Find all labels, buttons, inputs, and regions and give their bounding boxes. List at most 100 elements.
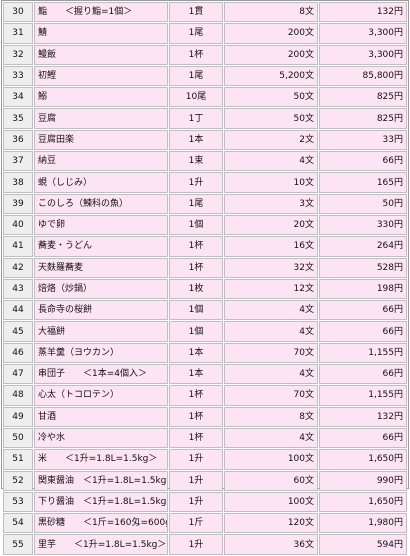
quantity-cell: 1斤 xyxy=(169,513,223,534)
price-mon-cell: 70文 xyxy=(224,342,318,364)
table-row: 41 蕎麦・うどん 1杯 16文 264円 xyxy=(3,236,407,257)
price-mon-cell: 4文 xyxy=(224,427,318,449)
row-number-cell: 41 xyxy=(3,236,33,257)
price-yen-cell: 3,300円 xyxy=(319,23,407,44)
row-number-cell: 33 xyxy=(3,65,33,87)
price-yen-cell: 66円 xyxy=(319,427,407,449)
item-name-cell: 鯖 xyxy=(34,23,168,44)
table-row: 54 黒砂糖 ＜1斤=160匁=600g＞ 1斤 120文 1,980円 xyxy=(3,513,407,534)
table-row: 30 鮨 ＜握り鮨=1個＞ 1貫 8文 132円 xyxy=(3,2,407,23)
price-mon-cell: 50文 xyxy=(224,87,318,108)
quantity-cell: 1個 xyxy=(169,214,223,236)
price-yen-cell: 264円 xyxy=(319,236,407,257)
row-number-cell: 47 xyxy=(3,364,33,385)
price-mon-cell: 70文 xyxy=(224,385,318,406)
quantity-cell: 10尾 xyxy=(169,87,223,108)
item-name-cell: 鰻飯 xyxy=(34,44,168,65)
price-mon-cell: 120文 xyxy=(224,513,318,534)
row-number-cell: 55 xyxy=(3,534,33,555)
row-number-cell: 46 xyxy=(3,342,33,364)
price-mon-cell: 100文 xyxy=(224,491,318,513)
quantity-cell: 1升 xyxy=(169,534,223,555)
table-row: 38 蜆（しじみ） 1升 10文 165円 xyxy=(3,172,407,193)
quantity-cell: 1杯 xyxy=(169,406,223,427)
table-row: 44 長命寺の桜餅 1個 4文 66円 xyxy=(3,300,407,321)
row-number-cell: 32 xyxy=(3,44,33,65)
row-number-cell: 43 xyxy=(3,278,33,300)
price-yen-cell: 198円 xyxy=(319,278,407,300)
table-row: 42 天麩羅蕎麦 1杯 32文 528円 xyxy=(3,257,407,278)
table-row: 33 初鰹 1尾 5,200文 85,800円 xyxy=(3,65,407,87)
row-number-cell: 30 xyxy=(3,2,33,23)
item-name-cell: 心太（トコロテン） xyxy=(34,385,168,406)
price-mon-cell: 2文 xyxy=(224,129,318,151)
row-number-cell: 35 xyxy=(3,108,33,129)
quantity-cell: 1杯 xyxy=(169,236,223,257)
quantity-cell: 1貫 xyxy=(169,2,223,23)
quantity-cell: 1個 xyxy=(169,321,223,342)
table-row: 39 このしろ（鰊科の魚） 1尾 3文 50円 xyxy=(3,193,407,214)
table-row: 45 大福餅 1個 4文 66円 xyxy=(3,321,407,342)
price-yen-cell: 825円 xyxy=(319,108,407,129)
row-number-cell: 34 xyxy=(3,87,33,108)
price-yen-cell: 990円 xyxy=(319,470,407,491)
price-mon-cell: 3文 xyxy=(224,193,318,214)
row-number-cell: 45 xyxy=(3,321,33,342)
quantity-cell: 1本 xyxy=(169,129,223,151)
item-name-cell: 納豆 xyxy=(34,151,168,172)
item-name-cell: 天麩羅蕎麦 xyxy=(34,257,168,278)
row-number-cell: 54 xyxy=(3,513,33,534)
item-name-cell: 下り醤油 ＜1升=1.8L=1.5kg＞ xyxy=(34,491,168,513)
table-row: 31 鯖 1尾 200文 3,300円 xyxy=(3,23,407,44)
price-yen-cell: 66円 xyxy=(319,300,407,321)
row-number-cell: 37 xyxy=(3,151,33,172)
price-mon-cell: 4文 xyxy=(224,300,318,321)
quantity-cell: 1束 xyxy=(169,151,223,172)
price-mon-cell: 20文 xyxy=(224,214,318,236)
table-row: 47 串団子 ＜1本=4個入＞ 1本 4文 66円 xyxy=(3,364,407,385)
row-number-cell: 42 xyxy=(3,257,33,278)
item-name-cell: 豆腐 xyxy=(34,108,168,129)
quantity-cell: 1尾 xyxy=(169,193,223,214)
price-yen-cell: 66円 xyxy=(319,321,407,342)
row-number-cell: 38 xyxy=(3,172,33,193)
price-yen-cell: 1,650円 xyxy=(319,449,407,470)
table-row: 43 焙烙（炒鍋） 1枚 12文 198円 xyxy=(3,278,407,300)
quantity-cell: 1杯 xyxy=(169,427,223,449)
quantity-cell: 1升 xyxy=(169,470,223,491)
item-name-cell: 焙烙（炒鍋） xyxy=(34,278,168,300)
table-row: 35 豆腐 1丁 50文 825円 xyxy=(3,108,407,129)
price-mon-cell: 8文 xyxy=(224,2,318,23)
price-mon-cell: 60文 xyxy=(224,470,318,491)
item-name-cell: ゆで卵 xyxy=(34,214,168,236)
item-name-cell: 冷や水 xyxy=(34,427,168,449)
table-row: 34 鰯 10尾 50文 825円 xyxy=(3,87,407,108)
price-yen-cell: 66円 xyxy=(319,364,407,385)
price-mon-cell: 12文 xyxy=(224,278,318,300)
price-table-body: 30 鮨 ＜握り鮨=1個＞ 1貫 8文 132円 31 鯖 1尾 200文 3,300円 32 鰻飯 1… xyxy=(3,2,407,555)
table-row: 51 米 ＜1升=1.8L=1.5kg＞ 1升 100文 1,650円 xyxy=(3,449,407,470)
table-row: 55 里芋 ＜1升=1.8L=1.5kg＞ 1升 36文 594円 xyxy=(3,534,407,555)
quantity-cell: 1升 xyxy=(169,491,223,513)
price-yen-cell: 528円 xyxy=(319,257,407,278)
item-name-cell: 鰯 xyxy=(34,87,168,108)
item-name-cell: 里芋 ＜1升=1.8L=1.5kg＞ xyxy=(34,534,168,555)
table-row: 40 ゆで卵 1個 20文 330円 xyxy=(3,214,407,236)
price-mon-cell: 4文 xyxy=(224,364,318,385)
price-mon-cell: 4文 xyxy=(224,151,318,172)
price-mon-cell: 16文 xyxy=(224,236,318,257)
item-name-cell: 初鰹 xyxy=(34,65,168,87)
row-number-cell: 39 xyxy=(3,193,33,214)
price-mon-cell: 50文 xyxy=(224,108,318,129)
table-row: 50 冷や水 1杯 4文 66円 xyxy=(3,427,407,449)
price-yen-cell: 594円 xyxy=(319,534,407,555)
table-row: 46 蒸羊羹（ヨウカン） 1本 70文 1,155円 xyxy=(3,342,407,364)
item-name-cell: 鮨 ＜握り鮨=1個＞ xyxy=(34,2,168,23)
row-number-cell: 53 xyxy=(3,491,33,513)
item-name-cell: 蒸羊羹（ヨウカン） xyxy=(34,342,168,364)
row-number-cell: 50 xyxy=(3,427,33,449)
quantity-cell: 1杯 xyxy=(169,257,223,278)
quantity-cell: 1升 xyxy=(169,172,223,193)
table-row: 37 納豆 1束 4文 66円 xyxy=(3,151,407,172)
